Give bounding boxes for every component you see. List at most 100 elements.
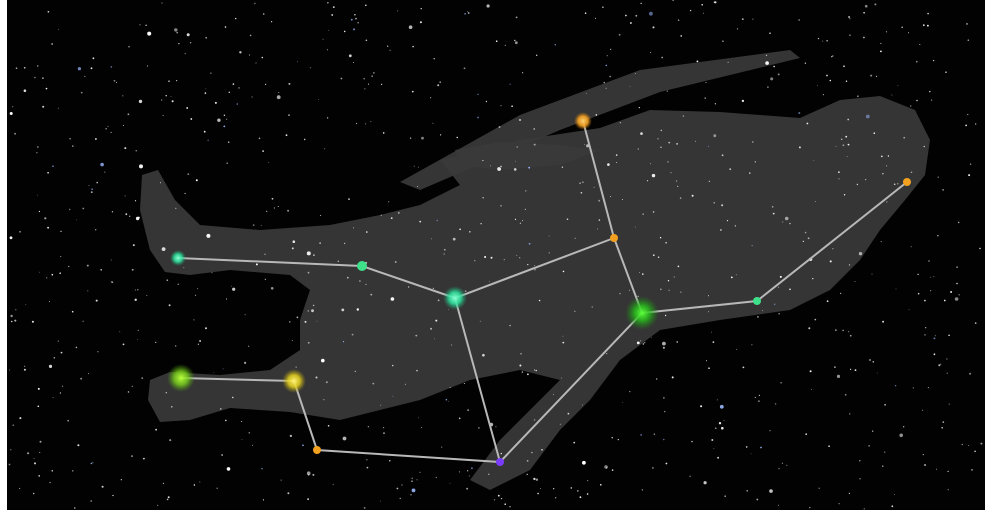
background-star — [489, 281, 490, 283]
background-star — [662, 346, 665, 349]
background-star — [115, 81, 117, 83]
background-star — [871, 273, 873, 275]
background-star — [312, 473, 315, 476]
background-star — [71, 310, 74, 313]
left-edge — [0, 0, 7, 510]
background-star — [137, 329, 139, 331]
background-star — [723, 420, 725, 421]
background-star — [891, 505, 894, 508]
background-star — [754, 161, 756, 163]
background-star — [147, 31, 152, 36]
background-star — [746, 490, 748, 492]
background-star — [847, 143, 850, 146]
background-star — [528, 166, 531, 169]
background-star — [703, 12, 705, 14]
background-star — [845, 135, 848, 138]
background-star — [721, 426, 724, 430]
background-star — [124, 195, 126, 197]
background-star — [897, 85, 899, 86]
background-star — [222, 368, 224, 370]
background-star — [123, 124, 124, 126]
background-star — [778, 468, 780, 470]
background-star — [255, 62, 257, 64]
background-star — [553, 393, 554, 395]
background-star — [652, 26, 655, 29]
background-star — [924, 334, 926, 336]
background-star — [500, 165, 502, 168]
background-star — [241, 421, 243, 422]
background-star — [436, 219, 438, 222]
background-star — [38, 210, 41, 213]
background-star — [27, 452, 30, 455]
background-star — [562, 270, 565, 273]
background-star — [46, 277, 48, 279]
background-star — [260, 225, 262, 226]
background-star — [107, 126, 109, 128]
background-star — [526, 460, 529, 462]
background-star — [968, 445, 970, 446]
background-star — [665, 462, 668, 465]
background-star — [228, 91, 230, 94]
background-star — [779, 275, 782, 278]
background-star — [420, 8, 422, 10]
background-star — [947, 470, 949, 473]
background-star — [533, 419, 536, 421]
background-star — [938, 364, 941, 367]
background-star — [397, 10, 399, 12]
background-star — [390, 297, 395, 301]
background-star — [711, 439, 714, 441]
background-star — [14, 132, 17, 135]
background-star — [380, 500, 382, 502]
background-star — [885, 31, 888, 33]
background-star — [315, 376, 318, 379]
background-star — [667, 280, 670, 282]
background-star — [622, 401, 624, 403]
background-star — [708, 295, 709, 297]
background-star — [59, 272, 61, 275]
background-star — [672, 0, 674, 1]
background-star — [663, 397, 665, 399]
background-star — [280, 479, 282, 481]
background-star — [514, 218, 517, 220]
background-star — [251, 96, 253, 98]
background-star — [730, 276, 733, 279]
background-star — [370, 293, 373, 296]
background-star — [410, 494, 412, 496]
background-star — [95, 229, 97, 231]
background-star — [948, 334, 950, 337]
background-star — [636, 341, 640, 345]
background-star — [211, 272, 213, 274]
background-star — [183, 267, 185, 269]
background-star — [60, 255, 62, 258]
background-star — [365, 283, 367, 285]
background-star — [814, 318, 817, 321]
background-star — [190, 118, 193, 120]
background-star — [68, 265, 70, 268]
background-star — [37, 65, 39, 67]
background-star — [598, 219, 601, 221]
background-star — [223, 125, 226, 128]
background-star — [184, 192, 186, 195]
background-star — [42, 77, 44, 79]
background-star — [9, 369, 11, 371]
background-star — [467, 11, 468, 13]
background-star — [711, 331, 712, 333]
background-star — [579, 182, 581, 185]
background-star — [84, 75, 86, 77]
background-star — [884, 451, 886, 453]
background-star — [535, 369, 537, 372]
background-star — [131, 268, 134, 271]
background-star — [843, 194, 846, 196]
background-star — [893, 183, 896, 186]
background-star — [880, 50, 882, 53]
background-star — [875, 75, 878, 77]
background-star — [316, 320, 318, 322]
background-star — [901, 26, 903, 29]
background-star — [719, 229, 722, 231]
background-star — [548, 252, 550, 254]
background-star — [466, 487, 468, 490]
background-star — [39, 271, 41, 273]
background-star — [849, 334, 852, 337]
background-star — [176, 80, 178, 82]
background-star — [912, 387, 914, 389]
